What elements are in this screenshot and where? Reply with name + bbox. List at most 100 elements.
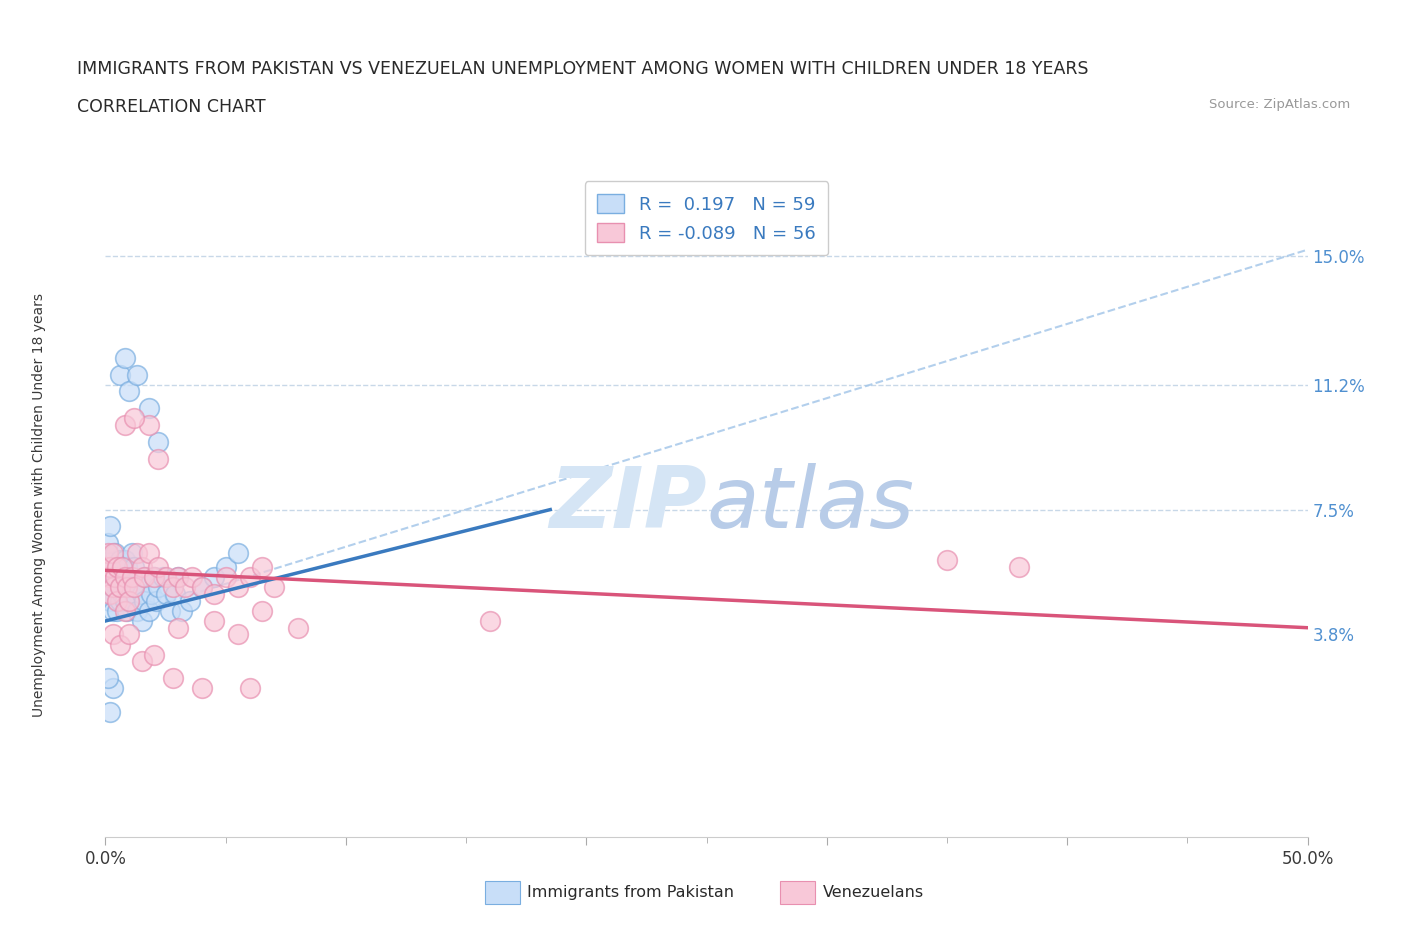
Point (148, 560, 170, 575)
Point (94, 587, 117, 602)
Point (118, 593, 141, 608)
Point (226, 579, 249, 594)
Point (239, 681, 262, 696)
Point (124, 560, 146, 575)
Point (131, 587, 153, 602)
Point (181, 570, 204, 585)
Point (101, 546, 124, 561)
Point (98, 560, 121, 575)
Point (138, 546, 160, 561)
Point (111, 570, 134, 585)
Point (121, 570, 143, 585)
Point (114, 418, 136, 432)
Point (97, 560, 120, 575)
Point (108, 637, 131, 652)
Point (142, 570, 165, 585)
Legend: R =  0.197   N = 59, R = -0.089   N = 56: R = 0.197 N = 59, R = -0.089 N = 56 (585, 181, 828, 255)
Point (101, 627, 124, 642)
Point (114, 579, 136, 594)
Point (124, 579, 146, 594)
Point (107, 570, 129, 585)
Point (101, 579, 124, 594)
Point (162, 579, 184, 594)
Point (94, 552, 117, 567)
Point (250, 604, 273, 618)
Text: atlas: atlas (707, 463, 914, 546)
Point (239, 570, 262, 585)
Text: CORRELATION CHART: CORRELATION CHART (77, 98, 266, 115)
Point (94, 560, 117, 575)
Point (155, 587, 177, 602)
Point (214, 570, 236, 585)
Point (125, 604, 148, 618)
Point (148, 579, 170, 594)
Point (108, 579, 131, 594)
Point (142, 570, 165, 585)
Point (128, 579, 150, 594)
Point (250, 560, 273, 575)
Text: IMMIGRANTS FROM PAKISTAN VS VENEZUELAN UNEMPLOYMENT AMONG WOMEN WITH CHILDREN UN: IMMIGRANTS FROM PAKISTAN VS VENEZUELAN U… (77, 60, 1088, 78)
Point (202, 570, 225, 585)
Point (108, 552, 131, 567)
Point (104, 546, 127, 561)
Point (118, 593, 141, 608)
Point (139, 587, 162, 602)
Point (114, 552, 136, 567)
Point (98, 705, 121, 720)
Point (166, 570, 188, 585)
Text: Unemployment Among Women with Children Under 18 years: Unemployment Among Women with Children U… (32, 293, 46, 716)
Point (138, 604, 160, 618)
Point (115, 604, 138, 618)
Point (107, 604, 129, 618)
Point (98, 519, 121, 534)
Point (97, 671, 120, 685)
Point (114, 351, 136, 365)
Point (287, 620, 309, 635)
Point (131, 560, 153, 575)
Point (202, 614, 225, 629)
Point (118, 384, 141, 399)
Point (152, 570, 174, 585)
Text: ZIP: ZIP (548, 463, 707, 546)
Point (226, 546, 249, 561)
Point (166, 570, 188, 585)
Text: Source: ZipAtlas.com: Source: ZipAtlas.com (1209, 98, 1350, 111)
Point (101, 560, 124, 575)
Point (108, 593, 131, 608)
Point (104, 570, 127, 585)
Point (114, 570, 136, 585)
Point (108, 367, 131, 382)
Point (97, 570, 120, 585)
Point (107, 593, 129, 608)
Point (115, 579, 138, 594)
Text: Immigrants from Pakistan: Immigrants from Pakistan (527, 885, 734, 900)
Point (132, 593, 155, 608)
Point (111, 587, 134, 602)
Point (125, 367, 148, 382)
Point (107, 560, 129, 575)
Point (190, 681, 212, 696)
Point (114, 604, 136, 618)
Point (148, 452, 170, 467)
Point (124, 411, 146, 426)
Point (479, 614, 502, 629)
Point (118, 570, 141, 585)
Point (125, 546, 148, 561)
Point (263, 579, 285, 594)
Point (124, 587, 146, 602)
Point (104, 570, 127, 585)
Point (190, 579, 212, 594)
Point (101, 579, 124, 594)
Point (142, 647, 165, 662)
Point (98, 587, 121, 602)
Point (131, 614, 153, 629)
Point (138, 418, 160, 432)
Point (98, 573, 121, 588)
Point (101, 681, 124, 696)
Point (118, 627, 141, 642)
Point (936, 552, 959, 567)
Point (135, 570, 157, 585)
Point (214, 560, 236, 575)
Point (97, 536, 120, 551)
Point (97, 546, 120, 561)
